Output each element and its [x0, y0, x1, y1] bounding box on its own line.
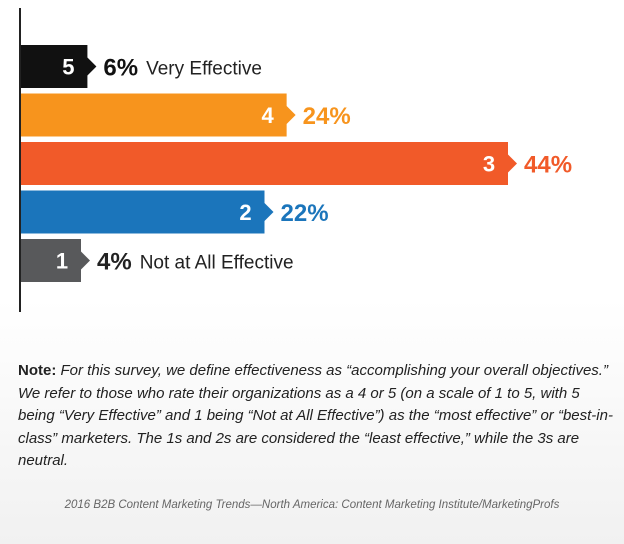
bar-category-label: 5: [62, 55, 74, 80]
bar-value-label: 24%: [303, 103, 351, 130]
note-text: For this survey, we define effectiveness…: [18, 362, 613, 469]
bar-annotation: Not at All Effective: [140, 253, 294, 274]
bar-category-label: 1: [56, 249, 68, 274]
bar-2: [21, 190, 274, 234]
bar-3: [21, 142, 517, 185]
bar-category-label: 3: [483, 152, 495, 177]
bar-annotation: Very Effective: [146, 59, 262, 80]
bar-4: [21, 93, 296, 137]
note-paragraph: Note: For this survey, we define effecti…: [18, 360, 614, 473]
bar-5: [21, 45, 97, 88]
bar-value-label: 6%: [103, 55, 138, 82]
bar-1: [21, 239, 90, 282]
bar-category-label: 4: [262, 103, 275, 128]
bar-value-label: 22%: [281, 200, 329, 227]
source-citation: 2016 B2B Content Marketing Trends—North …: [64, 499, 560, 511]
bar-value-label: 44%: [524, 152, 572, 179]
bar-value-label: 4%: [97, 249, 132, 276]
effectiveness-bar-chart: 5 6% Very Effective 4 24% 3 44% 2 22% 1 4% Not at A…: [19, 8, 572, 312]
bar-category-label: 2: [239, 200, 251, 225]
note-label: Note:: [18, 362, 57, 379]
